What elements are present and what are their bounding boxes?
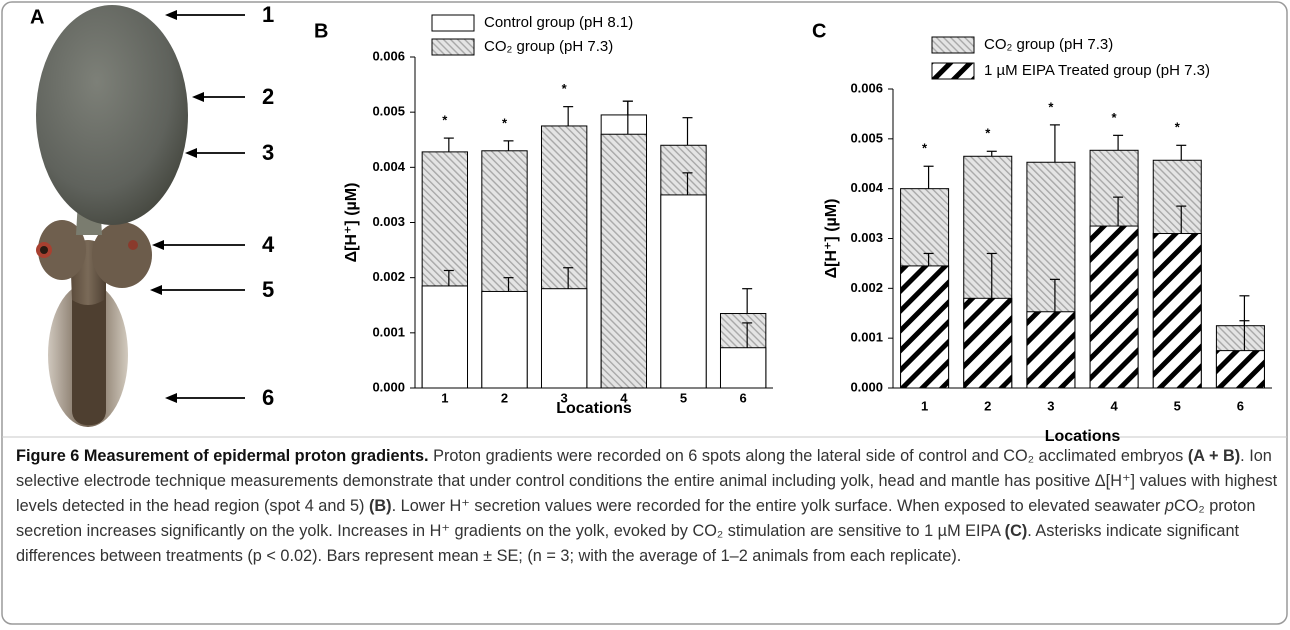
charts: 0.000 0.001 0.002 0.003 0.004 0.005 0.006 1 * 2 * 3…	[343, 14, 1272, 445]
bar	[481, 290, 528, 389]
photo-label: 1	[262, 2, 274, 27]
x-tick-label: 5	[680, 390, 687, 405]
head-left	[38, 220, 86, 280]
x-axis-label: Locations	[556, 400, 632, 417]
bar	[660, 194, 707, 389]
legend-swatch	[431, 38, 475, 56]
x-axis-label: Locations	[1045, 428, 1121, 445]
embryo-photo	[36, 5, 188, 427]
y-axis-label: Δ[H⁺] (µM)	[343, 183, 360, 263]
y-tick-label: 0.003	[372, 214, 405, 229]
legend-label: 1 µM EIPA Treated group (pH 7.3)	[984, 62, 1210, 79]
arrow-head	[165, 10, 177, 20]
significance-mark: *	[922, 141, 928, 156]
y-tick-label: 0.002	[372, 269, 405, 284]
y-tick-label: 0.004	[372, 159, 405, 174]
caption-ref: (A + B)	[1187, 447, 1241, 465]
photo-label: 3	[262, 140, 274, 165]
arrow-head	[152, 240, 164, 250]
x-tick-label: 5	[1174, 398, 1181, 413]
y-tick-label: 0.006	[850, 80, 883, 95]
photo-label: 4	[262, 232, 275, 257]
bar	[1152, 233, 1202, 389]
legend-label: Control group (pH 8.1)	[484, 14, 633, 31]
bar	[1215, 350, 1265, 389]
caption-ref: (C)	[1004, 522, 1028, 540]
y-axis-label: Δ[H⁺] (µM)	[823, 199, 840, 279]
significance-mark: *	[562, 81, 568, 96]
bar	[900, 265, 950, 389]
bar	[540, 288, 588, 389]
arrow-head	[165, 393, 177, 403]
arrow-head	[185, 148, 197, 158]
y-tick-label: 0.001	[850, 330, 883, 345]
caption-text: Proton gradients were recorded on 6 spot…	[433, 447, 1188, 465]
eye	[128, 240, 138, 250]
x-tick-label: 2	[501, 390, 508, 405]
bar	[1026, 311, 1076, 389]
arrow-head	[150, 285, 162, 295]
caption-title: Figure 6 Measurement of epidermal proton…	[16, 447, 429, 465]
y-tick-label: 0.003	[850, 230, 883, 245]
y-tick-label: 0.006	[372, 48, 405, 63]
caption-italic: p	[1164, 497, 1174, 515]
panel-label: B	[314, 20, 328, 42]
bar	[963, 297, 1013, 389]
legend-label: CO₂ group (pH 7.3)	[484, 38, 613, 55]
significance-mark: *	[1112, 110, 1118, 125]
photo-label: 2	[262, 84, 274, 109]
yolk	[36, 5, 188, 225]
y-tick-label: 0.002	[850, 280, 883, 295]
pupil	[40, 246, 48, 254]
legend-swatch	[431, 14, 475, 32]
y-tick-label: 0.000	[372, 379, 405, 394]
significance-mark: *	[502, 115, 508, 130]
significance-mark: *	[1175, 120, 1181, 135]
caption-ref: (B)	[369, 497, 392, 515]
y-tick-label: 0.004	[850, 180, 883, 195]
y-tick-label: 0.001	[372, 324, 405, 339]
bar	[719, 347, 767, 389]
bar	[600, 133, 648, 389]
panel-label: C	[812, 20, 826, 42]
panel-label: A	[30, 6, 44, 28]
x-tick-label: 1	[921, 398, 928, 413]
arrow-head	[192, 92, 204, 102]
x-tick-label: 3	[561, 390, 568, 405]
legend-label: CO₂ group (pH 7.3)	[984, 36, 1113, 53]
caption-text: CO₂ proton secretion increases significa…	[16, 497, 1256, 540]
caption: Figure 6 Measurement of epidermal proton…	[16, 444, 1278, 569]
bar	[1089, 225, 1139, 389]
x-tick-label: 4	[620, 390, 628, 405]
head-right	[92, 222, 152, 288]
y-tick-label: 0.005	[372, 104, 405, 119]
significance-mark: *	[442, 113, 448, 128]
bar	[421, 285, 469, 389]
y-tick-label: 0.005	[850, 130, 883, 145]
caption-text: . Lower H⁺ secretion values were recorde…	[391, 497, 1165, 515]
x-tick-label: 6	[1237, 398, 1244, 413]
caption-text: . Ion selective electrode technique meas…	[16, 447, 1278, 515]
x-tick-label: 6	[740, 390, 747, 405]
caption-text: . Asterisks indicate significant differe…	[16, 522, 1240, 565]
x-tick-label: 2	[984, 398, 991, 413]
photo-label: 6	[262, 385, 274, 410]
arrows: 1 2 3 4 5 6	[150, 2, 275, 410]
significance-mark: *	[1048, 99, 1054, 114]
significance-mark: *	[985, 126, 991, 141]
x-tick-label: 4	[1110, 398, 1118, 413]
legend-swatch	[931, 62, 975, 80]
y-tick-label: 0.000	[850, 379, 883, 394]
legend-swatch	[931, 36, 975, 54]
x-tick-label: 1	[441, 390, 448, 405]
x-tick-label: 3	[1047, 398, 1054, 413]
photo-label: 5	[262, 277, 274, 302]
